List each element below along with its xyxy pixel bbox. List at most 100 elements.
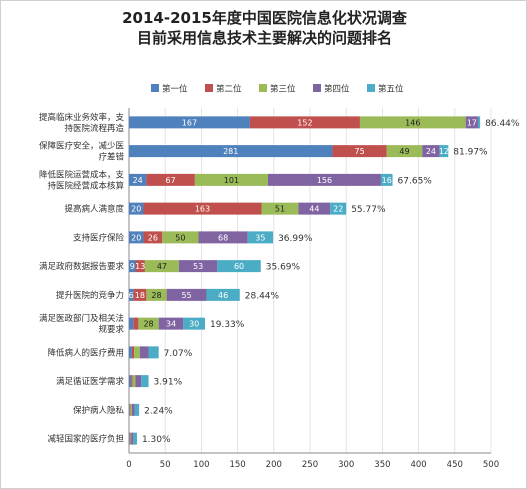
category-label: 满足政府数据报告要求 — [39, 261, 125, 272]
segment-label: 22 — [333, 205, 343, 214]
bar-segment — [217, 260, 261, 273]
bar-segment — [130, 432, 132, 445]
segment-label: 49 — [399, 147, 409, 156]
bar-segment — [146, 173, 195, 186]
x-tick-label: 50 — [160, 460, 171, 470]
percent-label: 1.30% — [142, 435, 171, 445]
category-label: 规要求 — [98, 324, 124, 335]
legend-swatch-4 — [313, 84, 321, 92]
segment-label: 6 — [129, 291, 134, 300]
percent-label: 19.33% — [210, 320, 245, 330]
bar-segment — [132, 375, 136, 388]
bar-segment — [129, 145, 333, 158]
segment-label: 68 — [218, 233, 228, 242]
bar-segment — [146, 288, 167, 301]
segment-label: 51 — [275, 205, 285, 214]
bar-segment — [133, 432, 137, 445]
segment-label: 75 — [355, 147, 365, 156]
bar-segment — [131, 346, 135, 359]
segment-label: 20 — [131, 205, 141, 214]
bar-segment — [130, 403, 132, 416]
bar-segment — [380, 173, 393, 186]
percent-label: 3.91% — [154, 378, 183, 388]
x-tick-label: 100 — [193, 460, 209, 470]
bar-segment — [129, 288, 134, 301]
category-label: 提高临床业务效率，支 — [39, 112, 125, 123]
bar-segment — [138, 317, 159, 330]
segment-label: 167 — [182, 118, 197, 127]
category-label: 降低医院运营成本，支 — [39, 169, 125, 180]
bar-segment — [261, 202, 299, 215]
segment-label: 53 — [193, 262, 203, 271]
bar-segment — [166, 288, 207, 301]
segment-label: 44 — [309, 205, 319, 214]
bar-segment — [129, 231, 144, 244]
segment-label: 28 — [143, 320, 153, 329]
percent-label: 2.24% — [144, 406, 173, 416]
category-label: 支持医疗保险 — [73, 232, 125, 243]
segment-label: 24 — [133, 176, 143, 185]
bar-segment — [268, 173, 381, 186]
bar-segment — [144, 260, 179, 273]
bar-segment — [143, 202, 262, 215]
segment-label: 50 — [175, 233, 185, 242]
bar-segment — [129, 403, 131, 416]
bar-segment — [143, 231, 163, 244]
percent-label: 7.07% — [164, 349, 193, 359]
bar-segment — [129, 202, 144, 215]
category-label: 持医院流程再造 — [64, 123, 124, 134]
x-tick-label: 350 — [374, 460, 390, 470]
segment-label: 24 — [426, 147, 436, 156]
bar-segment — [183, 317, 206, 330]
category-label: 满足循证医学需求 — [56, 376, 125, 387]
segment-label: 28 — [151, 291, 161, 300]
bar-segment — [162, 231, 199, 244]
bar-segment — [129, 346, 132, 359]
segment-label: 47 — [157, 262, 167, 271]
percent-label: 28.44% — [245, 291, 280, 301]
bar-segment — [131, 375, 133, 388]
x-tick-label: 300 — [338, 460, 354, 470]
segment-label: 18 — [135, 291, 145, 300]
bar-segment — [330, 202, 347, 215]
bar-segment — [129, 116, 250, 129]
category-label: 保障医疗安全，减少医 — [39, 141, 125, 152]
bar-segment — [477, 116, 481, 129]
segment-label: 156 — [317, 176, 332, 185]
bar-segment — [129, 317, 134, 330]
bar-segment — [129, 432, 131, 445]
segment-label: 152 — [297, 118, 312, 127]
percent-label: 67.65% — [398, 176, 433, 186]
bar-segment — [198, 231, 248, 244]
bar-segment — [206, 288, 240, 301]
category-label: 保护病人隐私 — [73, 405, 125, 416]
legend-swatch-2 — [205, 84, 213, 92]
category-label: 满足医政部门及相关法 — [39, 313, 124, 324]
percent-label: 86.44% — [485, 119, 520, 129]
bar-segment — [129, 173, 147, 186]
segment-label: 55 — [181, 291, 191, 300]
legend-label-5: 第五位 — [378, 84, 404, 95]
bar-segment — [134, 403, 140, 416]
segment-label: 163 — [195, 205, 210, 214]
segment-label: 17 — [467, 118, 477, 127]
chart-title: 2014-2015年度中国医院信息化状况调查 — [122, 9, 407, 27]
legend-swatch-5 — [367, 84, 375, 92]
bar-segment — [129, 260, 136, 273]
percent-label: 55.77% — [351, 205, 386, 215]
legend-swatch-3 — [259, 84, 267, 92]
bar-segment — [332, 145, 387, 158]
bar-segment — [129, 375, 132, 388]
segment-label: 12 — [439, 147, 449, 156]
x-tick-label: 500 — [483, 460, 499, 470]
bar-segment — [134, 346, 140, 359]
percent-label: 81.97% — [453, 148, 488, 158]
segment-label: 13 — [135, 262, 145, 271]
bar-segment — [194, 173, 269, 186]
bar-segment — [465, 116, 478, 129]
segment-label: 35 — [255, 233, 265, 242]
bar-segment — [135, 375, 142, 388]
segment-label: 30 — [189, 320, 199, 329]
segment-label: 146 — [405, 118, 420, 127]
bar-segment — [133, 317, 139, 330]
